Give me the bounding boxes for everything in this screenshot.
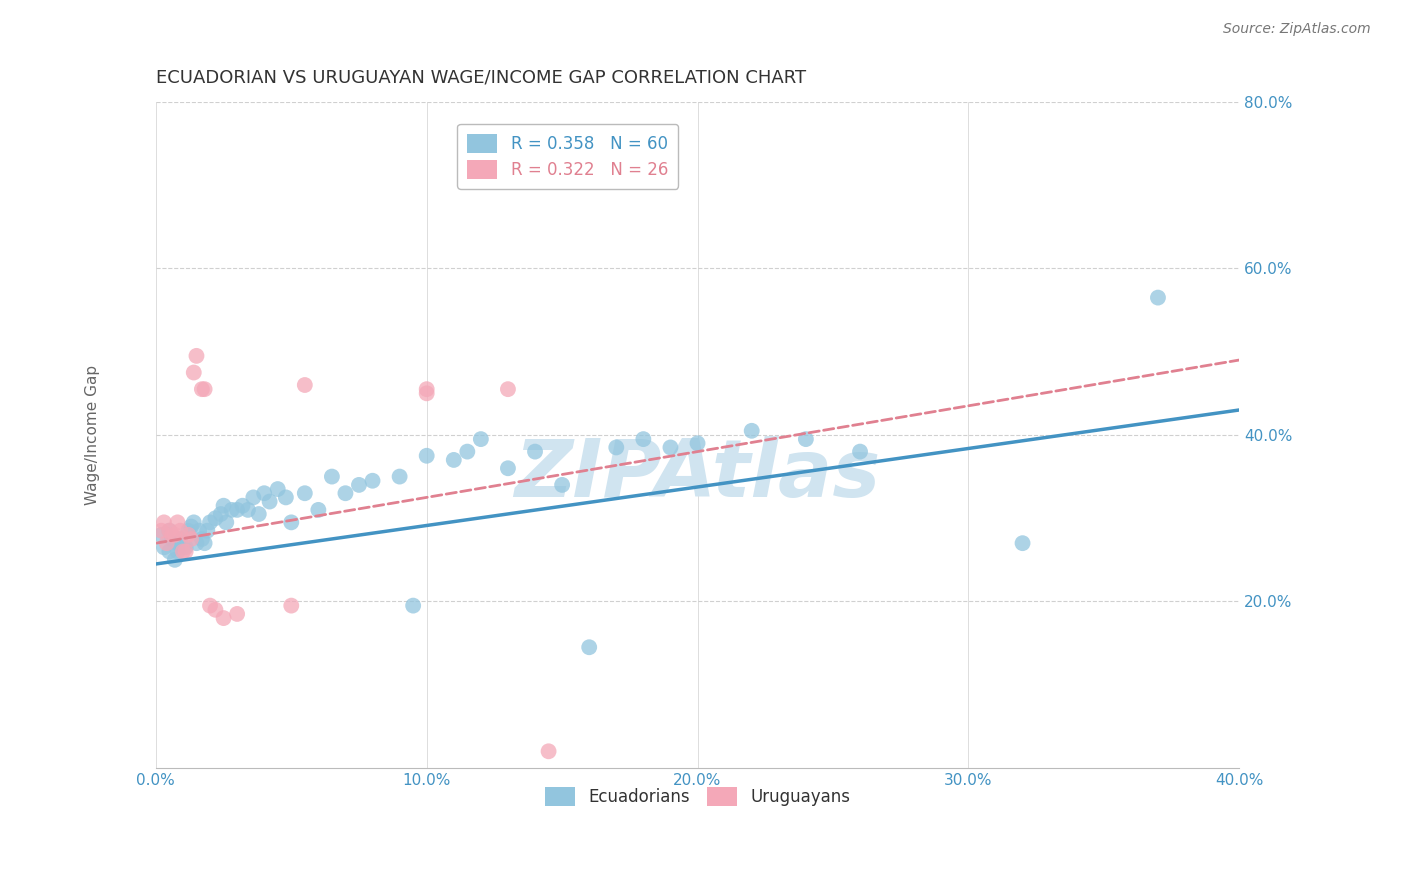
Point xyxy=(194,382,217,396)
Point xyxy=(180,532,202,546)
Point xyxy=(160,532,183,546)
Point xyxy=(361,474,384,488)
Point xyxy=(388,469,411,483)
Point xyxy=(177,528,200,542)
Point xyxy=(177,524,200,538)
Point xyxy=(153,516,176,530)
Point xyxy=(236,503,259,517)
Point xyxy=(212,499,235,513)
Point xyxy=(157,544,180,558)
Point xyxy=(1147,291,1170,305)
Point xyxy=(267,482,290,496)
Point xyxy=(153,541,176,555)
Point xyxy=(215,516,238,530)
Point xyxy=(209,507,232,521)
Y-axis label: Wage/Income Gap: Wage/Income Gap xyxy=(86,365,100,505)
Point xyxy=(180,519,202,533)
Point xyxy=(524,444,547,458)
Point xyxy=(280,599,302,613)
Point xyxy=(198,516,221,530)
Point xyxy=(280,516,302,530)
Point xyxy=(163,553,186,567)
Text: Source: ZipAtlas.com: Source: ZipAtlas.com xyxy=(1223,22,1371,37)
Point xyxy=(686,436,709,450)
Point xyxy=(194,536,217,550)
Point xyxy=(321,469,343,483)
Point xyxy=(174,541,197,555)
Point xyxy=(198,599,221,613)
Point xyxy=(221,503,243,517)
Point xyxy=(174,544,197,558)
Point xyxy=(166,544,188,558)
Point xyxy=(605,441,627,455)
Point xyxy=(578,640,600,655)
Point xyxy=(294,378,316,392)
Point xyxy=(191,532,214,546)
Point xyxy=(1011,536,1033,550)
Point xyxy=(166,516,188,530)
Point xyxy=(551,478,574,492)
Point xyxy=(741,424,763,438)
Point xyxy=(242,491,264,505)
Point xyxy=(415,449,437,463)
Point xyxy=(226,607,249,621)
Point xyxy=(402,599,425,613)
Point xyxy=(633,432,655,446)
Point xyxy=(212,611,235,625)
Point xyxy=(183,516,205,530)
Point xyxy=(415,382,437,396)
Point xyxy=(166,536,188,550)
Point xyxy=(191,382,214,396)
Point xyxy=(157,524,180,538)
Point xyxy=(247,507,270,521)
Point xyxy=(157,524,180,538)
Point xyxy=(204,603,226,617)
Point xyxy=(156,536,179,550)
Point xyxy=(415,386,437,401)
Point xyxy=(172,541,194,555)
Point xyxy=(231,499,253,513)
Point xyxy=(169,532,191,546)
Point xyxy=(259,494,281,508)
Point xyxy=(163,528,186,542)
Point xyxy=(172,544,194,558)
Point xyxy=(456,444,478,458)
Point xyxy=(204,511,226,525)
Point xyxy=(335,486,357,500)
Text: ZIPAtlas: ZIPAtlas xyxy=(515,436,880,514)
Text: ECUADORIAN VS URUGUAYAN WAGE/INCOME GAP CORRELATION CHART: ECUADORIAN VS URUGUAYAN WAGE/INCOME GAP … xyxy=(156,69,806,87)
Point xyxy=(794,432,817,446)
Point xyxy=(253,486,276,500)
Point xyxy=(659,441,682,455)
Point xyxy=(150,528,173,542)
Legend: Ecuadorians, Uruguayans: Ecuadorians, Uruguayans xyxy=(538,780,856,813)
Point xyxy=(496,461,519,475)
Point xyxy=(169,524,191,538)
Point xyxy=(183,366,205,380)
Point xyxy=(443,453,465,467)
Point xyxy=(186,349,208,363)
Point xyxy=(160,528,183,542)
Point xyxy=(195,524,218,538)
Point xyxy=(186,536,208,550)
Point xyxy=(274,491,297,505)
Point xyxy=(849,444,872,458)
Point xyxy=(226,503,249,517)
Point xyxy=(188,524,211,538)
Point xyxy=(470,432,492,446)
Point xyxy=(150,524,173,538)
Point xyxy=(537,744,560,758)
Point xyxy=(307,503,329,517)
Point xyxy=(347,478,370,492)
Point xyxy=(294,486,316,500)
Point xyxy=(496,382,519,396)
